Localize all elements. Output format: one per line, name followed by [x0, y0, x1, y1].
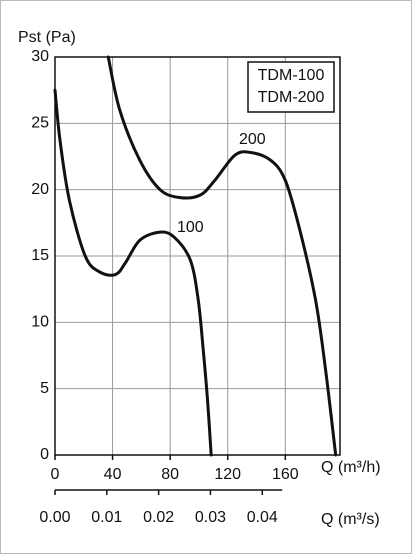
y-tick-label: 20	[31, 181, 49, 198]
x-tick-label: 40	[104, 466, 122, 483]
x2-tick-label: 0.00	[39, 509, 70, 526]
x-axis-label: Q (m³/h)	[321, 459, 381, 476]
curve	[106, 55, 338, 457]
x2-tick-label: 0.02	[143, 509, 174, 526]
x2-tick-label: 0.01	[91, 509, 122, 526]
x-tick-label: 0	[51, 466, 60, 483]
y-tick-label: 30	[31, 48, 49, 65]
x2-tick-label: 0.03	[195, 509, 226, 526]
curve-label: 100	[177, 219, 204, 236]
x-tick-label: 80	[161, 466, 179, 483]
x-tick-label: 120	[214, 466, 241, 483]
legend-entry: TDM-200	[258, 89, 325, 106]
y-tick-label: 5	[40, 380, 49, 397]
y-tick-label: 0	[40, 446, 49, 463]
legend-entry: TDM-100	[258, 67, 325, 84]
x2-axis-label: Q (m³/s)	[321, 511, 380, 528]
x-tick-label: 160	[272, 466, 299, 483]
curve	[53, 88, 213, 457]
y-tick-label: 25	[31, 115, 49, 132]
plot-border	[54, 56, 341, 456]
y-tick-label: 10	[31, 314, 49, 331]
legend-box	[247, 61, 335, 113]
x2-tick-label: 0.04	[247, 509, 278, 526]
curve-label: 200	[239, 131, 266, 148]
y-tick-label: 15	[31, 247, 49, 264]
y-axis-label: Pst (Pa)	[18, 29, 76, 46]
